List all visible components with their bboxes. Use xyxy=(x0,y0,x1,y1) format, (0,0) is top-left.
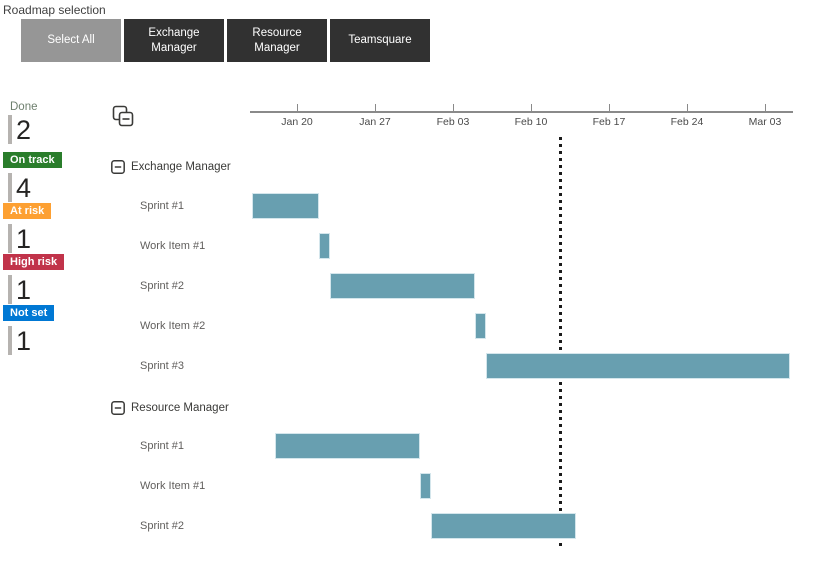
group-label: Exchange Manager xyxy=(131,161,231,173)
axis-tick-label: Jan 27 xyxy=(359,116,391,128)
status-value: 1 xyxy=(16,326,32,356)
task-label: Work Item #1 xyxy=(140,240,206,252)
status-value-bar xyxy=(8,275,12,304)
slicer-button-label: Select All xyxy=(47,34,95,47)
slicer-button-label: Teamsquare xyxy=(348,34,412,47)
status-value: 1 xyxy=(16,224,32,254)
status-value: 1 xyxy=(16,275,32,305)
collapse-group-icon[interactable] xyxy=(111,401,125,415)
status-label-done: Done xyxy=(10,101,38,113)
task-label: Work Item #2 xyxy=(140,320,206,332)
page-title: Roadmap selection xyxy=(3,3,106,17)
task-label: Sprint #2 xyxy=(140,520,185,532)
axis-tick xyxy=(375,104,376,111)
collapse-group-icon[interactable] xyxy=(111,160,125,174)
task-label: Work Item #1 xyxy=(140,480,206,492)
slicer-button-exchange-manager[interactable]: Exchange Manager xyxy=(124,19,224,62)
axis-tick xyxy=(765,104,766,111)
gantt-bar[interactable] xyxy=(252,193,320,219)
group-label: Resource Manager xyxy=(131,402,229,414)
task-label: Sprint #3 xyxy=(140,360,185,372)
gantt-bar[interactable] xyxy=(419,473,431,499)
collapse-all-icon[interactable] xyxy=(110,103,136,129)
status-chip-not-set: Not set xyxy=(3,305,55,321)
status-value-bar xyxy=(8,326,12,355)
task-label: Sprint #1 xyxy=(140,200,185,212)
gantt-bar[interactable] xyxy=(330,273,476,299)
status-value-bar xyxy=(8,224,12,253)
gantt-bar[interactable] xyxy=(475,313,487,339)
axis-tick-label: Feb 03 xyxy=(436,116,470,128)
status-value: 2 xyxy=(16,115,32,145)
status-value-bar xyxy=(8,115,12,144)
status-value: 4 xyxy=(16,173,32,203)
slicer-button-resource-manager[interactable]: Resource Manager xyxy=(227,19,327,62)
axis-tick-label: Mar 03 xyxy=(748,116,782,128)
axis-tick xyxy=(531,104,532,111)
task-label: Sprint #2 xyxy=(140,280,185,292)
group-header-exchange-manager: Exchange Manager xyxy=(111,155,231,179)
status-chip-on-track: On track xyxy=(3,152,62,168)
axis-tick xyxy=(687,104,688,111)
group-header-resource-manager: Resource Manager xyxy=(111,396,229,420)
axis-tick xyxy=(297,104,298,111)
gantt-bar[interactable] xyxy=(430,513,576,539)
slicer-button-label: Resource Manager xyxy=(252,27,302,54)
gantt-bar[interactable] xyxy=(486,353,790,379)
status-chip-at-risk: At risk xyxy=(3,203,52,219)
slicer-button-teamsquare[interactable]: Teamsquare xyxy=(330,19,430,62)
time-axis-line xyxy=(250,111,793,113)
today-marker-line xyxy=(558,137,562,550)
gantt-bar[interactable] xyxy=(319,233,331,259)
status-value-bar xyxy=(8,173,12,202)
slicer-button-label: Exchange Manager xyxy=(148,27,200,54)
axis-tick xyxy=(453,104,454,111)
axis-tick-label: Feb 17 xyxy=(592,116,626,128)
axis-tick-label: Feb 10 xyxy=(514,116,548,128)
axis-tick-label: Jan 20 xyxy=(281,116,313,128)
slicer-button-select-all[interactable]: Select All xyxy=(21,19,121,62)
axis-tick-label: Feb 24 xyxy=(670,116,704,128)
task-label: Sprint #1 xyxy=(140,440,185,452)
axis-tick xyxy=(609,104,610,111)
status-chip-high-risk: High risk xyxy=(3,254,65,270)
gantt-bar[interactable] xyxy=(274,433,420,459)
